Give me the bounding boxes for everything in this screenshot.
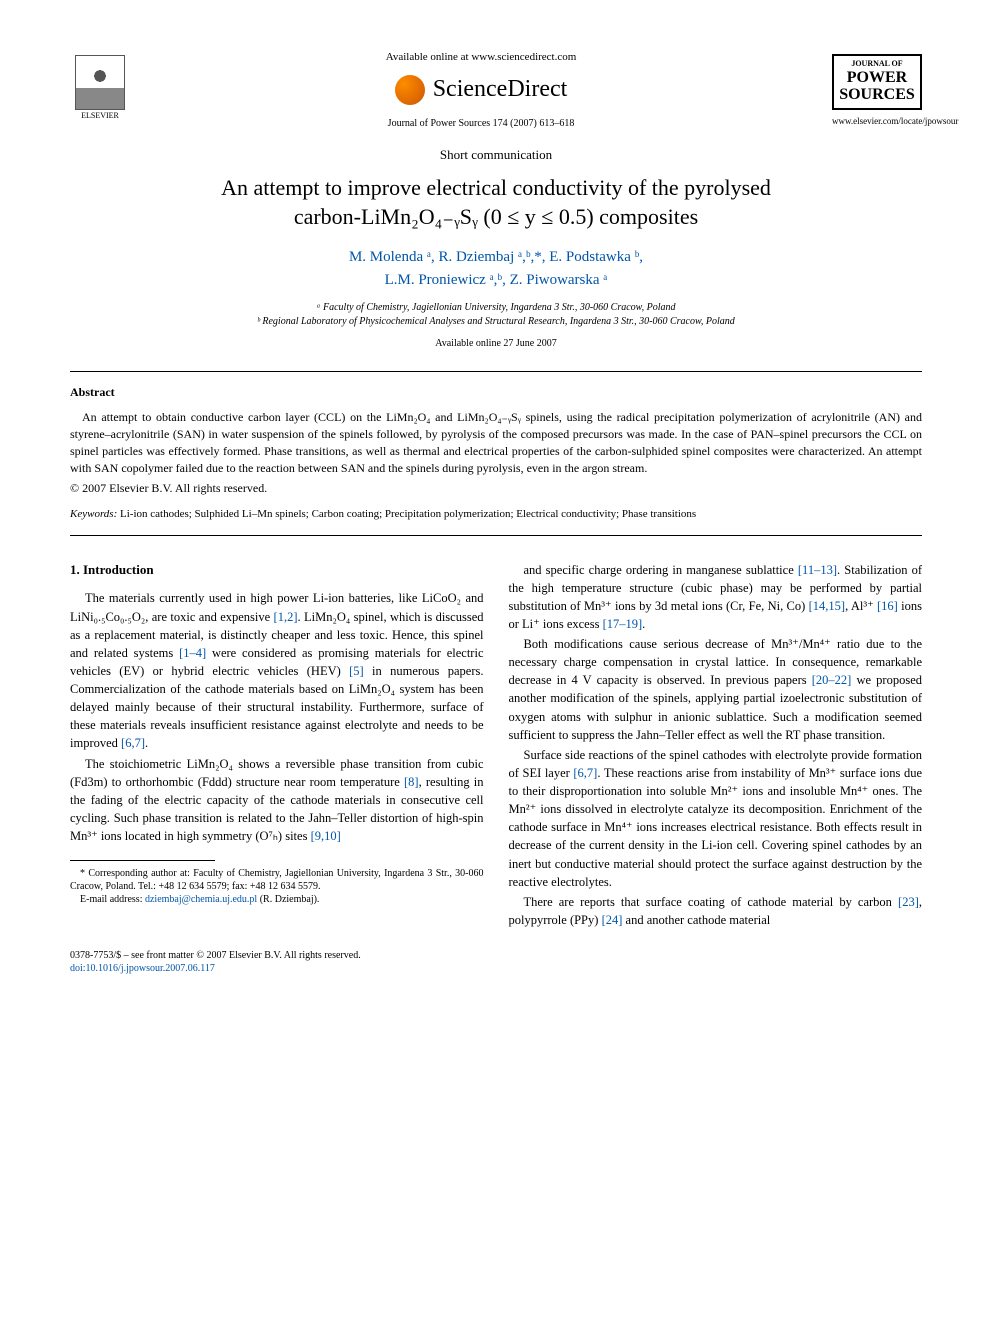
author-list: M. Molenda ᵃ, R. Dziembaj ᵃ,ᵇ,*, E. Pods…	[70, 246, 922, 291]
email-suffix: (R. Dziembaj).	[260, 894, 320, 905]
citation-link[interactable]: [17–19]	[603, 617, 643, 631]
journal-top-text: JOURNAL OF	[851, 59, 902, 68]
divider-top	[70, 371, 922, 372]
journal-main2: SOURCES	[838, 86, 916, 104]
affiliations: ᵃ Faculty of Chemistry, Jagiellonian Uni…	[70, 301, 922, 329]
keywords-block: Keywords: Li-ion cathodes; Sulphided Li–…	[70, 507, 922, 522]
journal-url: www.elsevier.com/locate/jpowsour	[832, 115, 922, 128]
corresponding-author-note: * Corresponding author at: Faculty of Ch…	[70, 867, 484, 893]
article-title: An attempt to improve electrical conduct…	[70, 174, 922, 231]
elsevier-logo: ELSEVIER	[70, 55, 130, 125]
journal-main1: POWER	[838, 69, 916, 87]
abstract-heading: Abstract	[70, 384, 922, 401]
citation-link[interactable]: [1–4]	[179, 646, 206, 660]
body-columns: 1. Introduction The materials currently …	[70, 561, 922, 930]
email-label: E-mail address:	[80, 894, 142, 905]
footnote-divider	[70, 860, 215, 861]
authors-line-1[interactable]: M. Molenda ᵃ, R. Dziembaj ᵃ,ᵇ,*, E. Pods…	[349, 249, 643, 265]
title-line-2: carbon-LiMn₂O₄₋ᵧSᵧ (0 ≤ y ≤ 0.5) composi…	[294, 204, 698, 229]
citation-link[interactable]: [6,7]	[573, 766, 597, 780]
affiliation-a: ᵃ Faculty of Chemistry, Jagiellonian Uni…	[70, 301, 922, 315]
abstract-copyright: © 2007 Elsevier B.V. All rights reserved…	[70, 480, 922, 497]
paragraph-2: The stoichiometric LiMn₂O₄ shows a rever…	[70, 755, 484, 846]
paragraph-3: and specific charge ordering in manganes…	[509, 561, 923, 634]
available-online-text: Available online at www.sciencedirect.co…	[130, 50, 832, 65]
journal-box: JOURNAL OF POWER SOURCES	[832, 54, 922, 110]
affiliation-b: ᵇ Regional Laboratory of Physicochemical…	[70, 315, 922, 329]
citation-link[interactable]: [14,15]	[809, 599, 845, 613]
authors-line-2[interactable]: L.M. Proniewicz ᵃ,ᵇ, Z. Piwowarska ᵃ	[385, 272, 608, 288]
journal-reference: Journal of Power Sources 174 (2007) 613–…	[130, 117, 832, 131]
doi-link[interactable]: doi:10.1016/j.jpowsour.2007.06.117	[70, 963, 215, 974]
sd-brand-text: ScienceDirect	[433, 73, 568, 107]
article-type: Short communication	[70, 146, 922, 164]
citation-link[interactable]: [23]	[898, 895, 919, 909]
paragraph-4: Both modifications cause serious decreas…	[509, 635, 923, 744]
header-center: Available online at www.sciencedirect.co…	[130, 50, 832, 131]
footer-copyright: 0378-7753/$ – see front matter © 2007 El…	[70, 949, 922, 962]
citation-link[interactable]: [6,7]	[121, 736, 145, 750]
keywords-text: Li-ion cathodes; Sulphided Li–Mn spinels…	[120, 508, 696, 520]
title-line-1: An attempt to improve electrical conduct…	[221, 175, 771, 200]
citation-link[interactable]: [20–22]	[812, 673, 852, 687]
elsevier-label: ELSEVIER	[81, 110, 119, 121]
elsevier-tree-icon	[75, 55, 125, 110]
paragraph-6: There are reports that surface coating o…	[509, 893, 923, 929]
footer-meta: 0378-7753/$ – see front matter © 2007 El…	[70, 949, 922, 975]
citation-link[interactable]: [24]	[602, 913, 623, 927]
header-bar: ELSEVIER Available online at www.science…	[70, 50, 922, 131]
abstract-text: An attempt to obtain conductive carbon l…	[70, 409, 922, 476]
citation-link[interactable]: [1,2]	[274, 610, 298, 624]
sd-orb-icon	[395, 75, 425, 105]
section-1-heading: 1. Introduction	[70, 561, 484, 580]
footnote-block: * Corresponding author at: Faculty of Ch…	[70, 860, 484, 906]
keywords-label: Keywords:	[70, 508, 117, 520]
journal-cover-logo: JOURNAL OF POWER SOURCES www.elsevier.co…	[832, 54, 922, 128]
availability-date: Available online 27 June 2007	[70, 337, 922, 351]
citation-link[interactable]: [16]	[877, 599, 898, 613]
citation-link[interactable]: [9,10]	[311, 829, 341, 843]
citation-link[interactable]: [5]	[349, 664, 364, 678]
citation-link[interactable]: [11–13]	[798, 563, 837, 577]
paragraph-5: Surface side reactions of the spinel cat…	[509, 746, 923, 891]
paragraph-1: The materials currently used in high pow…	[70, 589, 484, 752]
email-line: E-mail address: dziembaj@chemia.uj.edu.p…	[70, 893, 484, 906]
divider-bottom	[70, 535, 922, 536]
sciencedirect-logo: ScienceDirect	[130, 73, 832, 107]
email-link[interactable]: dziembaj@chemia.uj.edu.pl	[145, 894, 257, 905]
citation-link[interactable]: [8]	[404, 775, 419, 789]
